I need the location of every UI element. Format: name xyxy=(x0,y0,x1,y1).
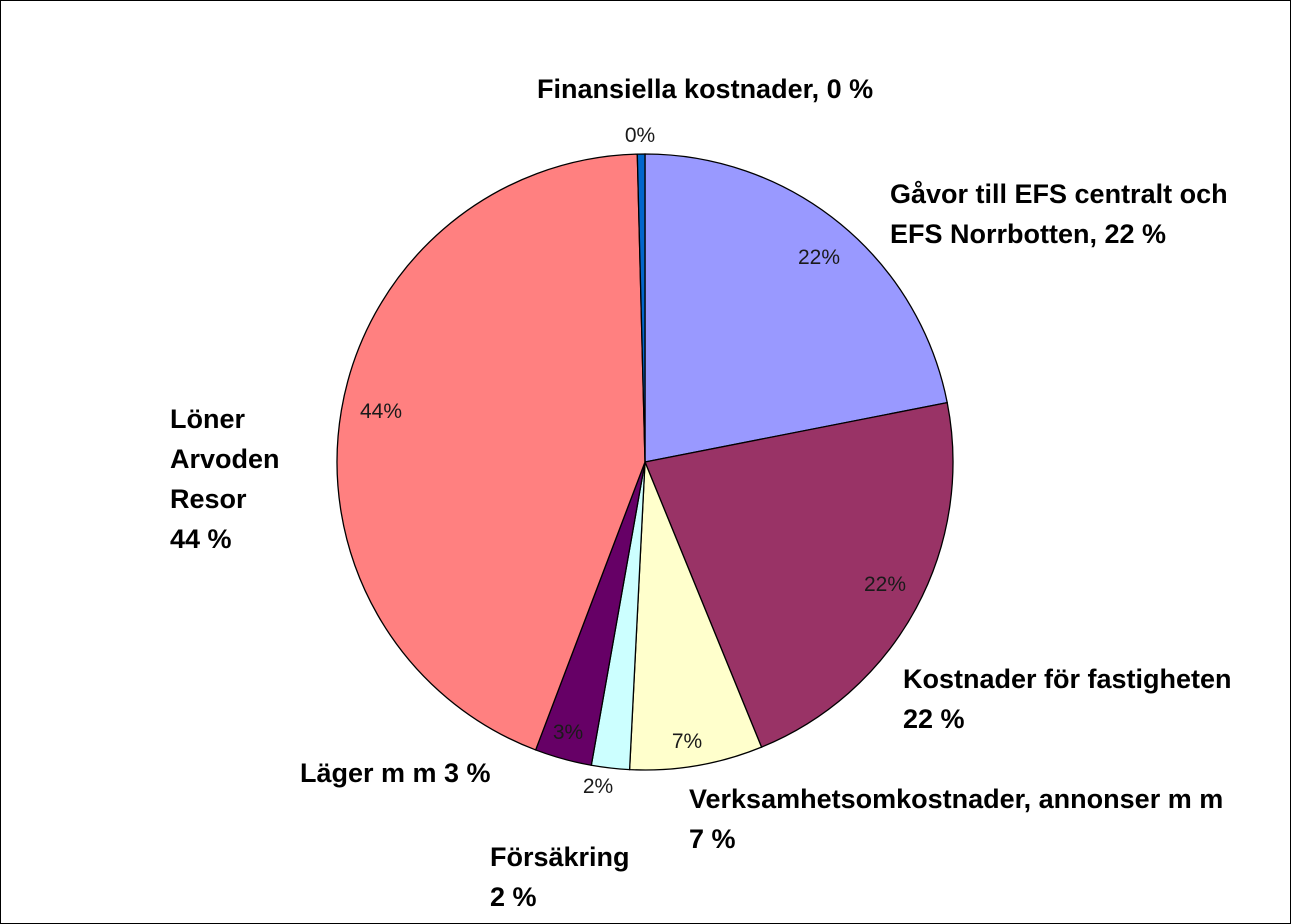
slice-category-label: Resor xyxy=(170,484,247,514)
pie-slice xyxy=(628,461,763,771)
slice-category-label: 22 % xyxy=(903,704,965,734)
slice-percent-label: 2% xyxy=(583,775,613,798)
pie-slice xyxy=(644,401,954,748)
slice-category-label: 2 % xyxy=(490,882,537,912)
slice-percent-label: 22% xyxy=(864,573,906,596)
pie-slice xyxy=(336,153,646,751)
slice-category-label: Kostnader för fastigheten xyxy=(903,664,1232,694)
slice-category-label: Verksamhetsomkostnader, annonser m m xyxy=(689,784,1223,814)
pie-slices xyxy=(336,153,954,771)
slice-category-label: Läger m m 3 % xyxy=(300,758,491,788)
pie-slice xyxy=(636,153,646,463)
slice-category-label: Försäkring xyxy=(490,842,630,872)
slice-category-label: Gåvor till EFS centralt och xyxy=(890,179,1228,209)
slice-percent-label: 3% xyxy=(553,721,583,744)
slice-percent-label: 0% xyxy=(625,124,655,147)
slice-category-label: EFS Norrbotten, 22 % xyxy=(890,219,1166,249)
category-labels: Gåvor till EFS centralt och EFS Norrbotte… xyxy=(170,74,1232,912)
pie-slice xyxy=(644,153,948,463)
slice-percent-label: 44% xyxy=(360,400,402,423)
slice-category-label: 7 % xyxy=(689,824,736,854)
slice-percent-label: 7% xyxy=(672,730,702,753)
slice-category-label: Löner xyxy=(170,404,245,434)
percent-labels: 22% 22% 7% 2% 3% 44% 0% xyxy=(360,124,906,798)
slice-category-label: Finansiella kostnader, 0 % xyxy=(537,74,873,104)
slice-percent-label: 22% xyxy=(798,246,840,269)
slice-category-label: Arvoden xyxy=(170,444,280,474)
slice-category-label: 44 % xyxy=(170,524,232,554)
